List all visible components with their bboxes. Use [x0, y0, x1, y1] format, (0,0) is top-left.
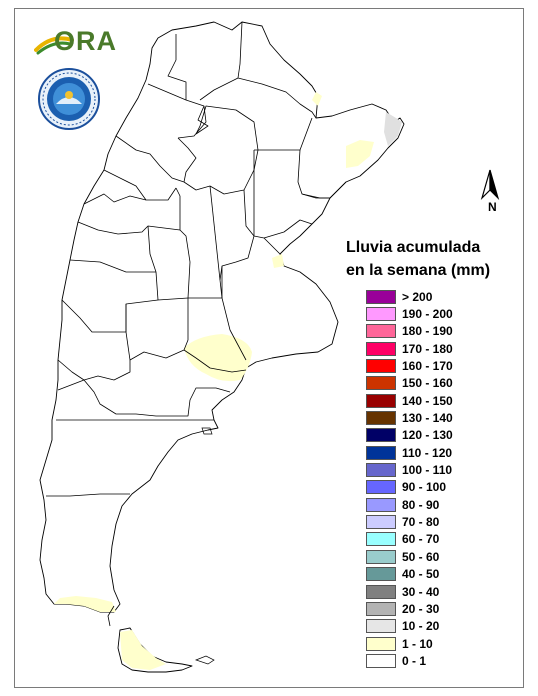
ora-logo-text: ORA	[54, 26, 117, 56]
legend-label: 140 - 150	[402, 393, 453, 408]
province-borders	[46, 21, 347, 627]
legend-swatch	[366, 515, 396, 530]
legend-swatch	[366, 497, 396, 512]
legend-item: 130 - 140	[366, 409, 453, 426]
legend-swatch	[366, 376, 396, 391]
rain-1-10-areas	[54, 92, 374, 670]
legend-label: 90 - 100	[402, 480, 447, 495]
legend-label: 70 - 80	[402, 515, 440, 530]
legend-title-line2: en la semana (mm)	[346, 262, 491, 279]
legend-title: Lluvia acumulada en la semana (mm)	[346, 236, 490, 282]
legend-swatch	[366, 341, 396, 356]
legend-item: 160 - 170	[366, 357, 453, 374]
legend-label: 180 - 190	[402, 324, 453, 339]
legend-item: 50 - 60	[366, 548, 453, 565]
legend-swatch	[366, 463, 396, 478]
legend-label: 30 - 40	[402, 584, 440, 599]
legend-label: 60 - 70	[402, 532, 440, 547]
legend-swatch	[366, 307, 396, 322]
legend-item: > 200	[366, 288, 453, 305]
legend-swatch	[366, 359, 396, 374]
legend-title-line1: Lluvia acumulada	[346, 239, 481, 256]
legend-label: > 200	[402, 289, 433, 304]
legend-label: 150 - 160	[402, 376, 453, 391]
legend-swatch	[366, 567, 396, 582]
legend-label: 10 - 20	[402, 619, 440, 634]
legend-item: 70 - 80	[366, 513, 453, 530]
legend-swatch	[366, 653, 396, 668]
legend-label: 160 - 170	[402, 359, 453, 374]
legend-label: 1 - 10	[402, 636, 433, 651]
legend-item: 180 - 190	[366, 323, 453, 340]
legend-item: 40 - 50	[366, 566, 453, 583]
legend-swatch	[366, 411, 396, 426]
legend-swatch	[366, 324, 396, 339]
legend-swatch	[366, 601, 396, 616]
legend-item: 90 - 100	[366, 479, 453, 496]
north-arrow-icon	[480, 169, 500, 200]
legend-swatch	[366, 428, 396, 443]
smn-seal-icon	[38, 68, 100, 130]
legend-item: 0 - 1	[366, 652, 453, 669]
legend-label: 40 - 50	[402, 567, 440, 582]
legend-label: 170 - 180	[402, 341, 453, 356]
legend-swatch	[366, 619, 396, 634]
legend-item: 150 - 160	[366, 375, 453, 392]
legend-swatch	[366, 636, 396, 651]
legend-label: 120 - 130	[402, 428, 453, 443]
legend-swatch	[366, 549, 396, 564]
legend-item: 10 - 20	[366, 618, 453, 635]
argentina-mainland-outline	[39, 21, 405, 613]
legend-item: 170 - 180	[366, 340, 453, 357]
legend-swatch	[366, 289, 396, 304]
legend-item: 80 - 90	[366, 496, 453, 513]
legend-item: 60 - 70	[366, 531, 453, 548]
legend-item: 110 - 120	[366, 444, 453, 461]
legend-label: 20 - 30	[402, 601, 440, 616]
legend-item: 1 - 10	[366, 635, 453, 652]
legend: > 200 190 - 200 180 - 190 170 - 180 160 - 17…	[366, 288, 453, 670]
legend-item: 120 - 130	[366, 427, 453, 444]
legend-label: 110 - 120	[402, 445, 453, 460]
legend-swatch	[366, 445, 396, 460]
north-label: N	[488, 200, 497, 214]
legend-label: 190 - 200	[402, 307, 453, 322]
legend-swatch	[366, 532, 396, 547]
legend-label: 80 - 90	[402, 497, 440, 512]
legend-swatch	[366, 480, 396, 495]
ora-logo-swoosh-icon	[34, 36, 74, 55]
legend-item: 190 - 200	[366, 305, 453, 322]
legend-swatch	[366, 584, 396, 599]
legend-label: 50 - 60	[402, 549, 440, 564]
legend-swatch	[366, 393, 396, 408]
legend-item: 30 - 40	[366, 583, 453, 600]
legend-label: 100 - 110	[402, 463, 453, 478]
legend-item: 20 - 30	[366, 600, 453, 617]
legend-label: 130 - 140	[402, 411, 453, 426]
legend-item: 140 - 150	[366, 392, 453, 409]
legend-label: 0 - 1	[402, 653, 427, 668]
rain-10-20-area	[384, 112, 402, 146]
legend-item: 100 - 110	[366, 461, 453, 478]
